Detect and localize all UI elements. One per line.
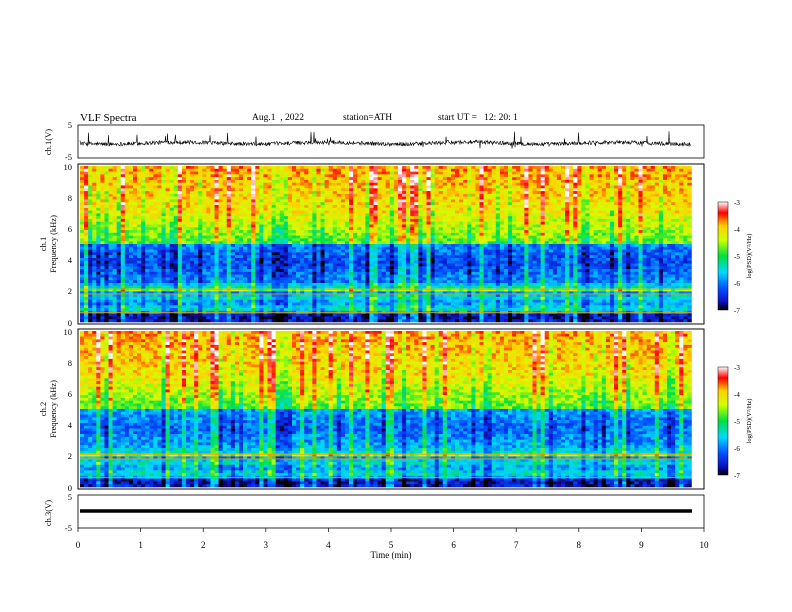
ch2-ytick-0: 0 bbox=[68, 483, 72, 493]
ch1-waveform bbox=[79, 131, 692, 149]
cb1-tick-m5: -5 bbox=[734, 253, 740, 261]
ch1-spectrogram-panel: 10 8 6 4 2 0 ch.1 Frequency (kHz) bbox=[38, 162, 705, 328]
ch1-ytick-bottom: -5 bbox=[65, 152, 72, 162]
cb1-tick-m6: -6 bbox=[734, 280, 740, 288]
time-tick-10: 10 bbox=[700, 540, 710, 550]
cb2-tick-m6: -6 bbox=[734, 445, 740, 453]
ch1-spectrogram-image bbox=[80, 166, 692, 323]
ch1-ytick-0: 0 bbox=[68, 318, 72, 328]
ch1-voltage-frame bbox=[77, 124, 705, 159]
cb1-tick-m4: -4 bbox=[734, 226, 740, 234]
ch1-ytick-8: 8 bbox=[68, 193, 72, 203]
cb1-label: log(PSD)(V²/Hz) bbox=[746, 234, 753, 279]
ch2-ytick-6: 6 bbox=[68, 389, 72, 399]
ch3-voltage-ylabel: ch.3(V) bbox=[43, 500, 53, 526]
ch2-spectrogram-panel: 10 8 6 4 2 0 ch.2 Frequency (kHz) bbox=[38, 327, 705, 493]
time-axis: 0 1 2 3 4 5 6 7 8 9 10 bbox=[76, 528, 709, 550]
ch1-channel-label: ch.1 bbox=[38, 237, 48, 251]
ch2-frequency-ylabel: Frequency (kHz) bbox=[48, 380, 58, 438]
cb2-tick-m5: -5 bbox=[734, 418, 740, 426]
ch3-ytick-top: 5 bbox=[68, 492, 72, 502]
ch1-ytick-4: 4 bbox=[68, 255, 73, 265]
time-tick-7: 7 bbox=[514, 540, 519, 550]
ch2-ytick-10: 10 bbox=[64, 327, 73, 337]
ch2-ytick-2: 2 bbox=[68, 451, 72, 461]
cb2-label: log(PSD)(V²/Hz) bbox=[746, 399, 753, 444]
time-axis-label: Time (min) bbox=[371, 550, 412, 560]
time-tick-5: 5 bbox=[389, 540, 394, 550]
time-tick-8: 8 bbox=[577, 540, 582, 550]
cb2-tick-m3: -3 bbox=[734, 364, 740, 372]
ch3-ytick-bottom: -5 bbox=[65, 523, 72, 533]
cb1-tick-m7: -7 bbox=[734, 307, 740, 315]
ch1-ytick-top: 5 bbox=[68, 120, 72, 130]
station-label: station=ATH bbox=[343, 113, 393, 123]
date-label: Aug.1 , 2022 bbox=[252, 113, 304, 123]
ch1-ytick-2: 2 bbox=[68, 286, 72, 296]
ch2-ytick-8: 8 bbox=[68, 358, 72, 368]
cb2-tick-m7: -7 bbox=[734, 472, 740, 480]
time-tick-3: 3 bbox=[264, 540, 269, 550]
cb1-tick-m3: -3 bbox=[734, 199, 740, 207]
ch2-spectrogram-image bbox=[80, 331, 692, 488]
start-ut-label: start UT = 12: 20: 1 bbox=[438, 113, 518, 123]
time-tick-9: 9 bbox=[639, 540, 644, 550]
ch1-voltage-panel: 5 -5 ch.1(V) bbox=[43, 120, 705, 162]
ch3-voltage-panel: 5 -5 ch.3(V) bbox=[43, 492, 705, 533]
ch1-colorbar: -3 -4 -5 -6 -7 log(PSD)(V²/Hz) bbox=[717, 199, 753, 315]
ch1-ytick-10: 10 bbox=[64, 162, 73, 172]
ch2-ytick-4: 4 bbox=[68, 420, 73, 430]
ch1-voltage-ylabel: ch.1(V) bbox=[43, 129, 53, 155]
time-tick-2: 2 bbox=[201, 540, 206, 550]
time-tick-1: 1 bbox=[138, 540, 143, 550]
chart-title: VLF Spectra bbox=[80, 112, 137, 124]
time-tick-0: 0 bbox=[76, 540, 81, 550]
ch1-ytick-6: 6 bbox=[68, 224, 72, 234]
ch2-channel-label: ch.2 bbox=[38, 402, 48, 416]
ch1-frequency-ylabel: Frequency (kHz) bbox=[48, 215, 58, 273]
time-tick-6: 6 bbox=[451, 540, 456, 550]
time-tick-4: 4 bbox=[326, 540, 331, 550]
ch2-colorbar: -3 -4 -5 -6 -7 log(PSD)(V²/Hz) bbox=[717, 364, 753, 480]
cb2-tick-m4: -4 bbox=[734, 391, 740, 399]
